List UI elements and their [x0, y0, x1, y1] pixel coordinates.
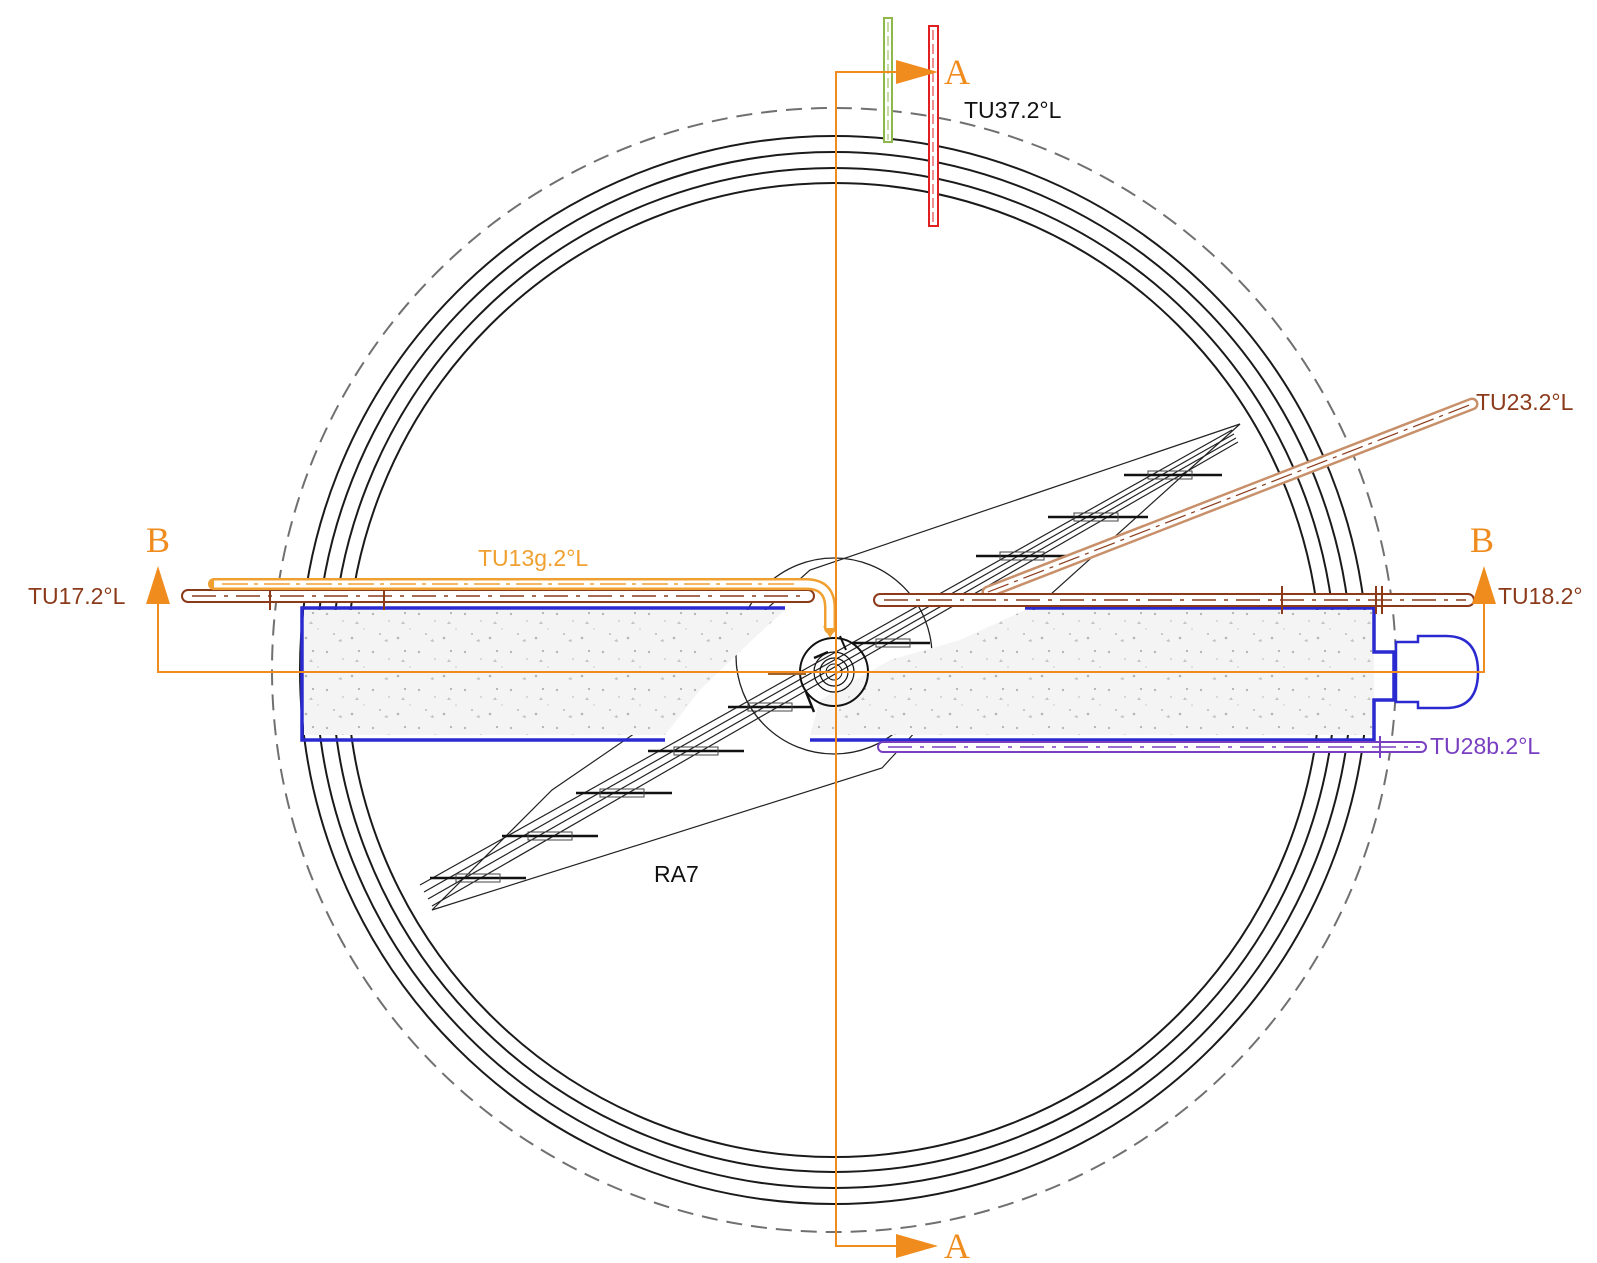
channel-outline-left	[300, 606, 785, 742]
label-tu28b: TU28b.2°L	[1430, 733, 1540, 759]
label-tu18: TU18.2°	[1498, 583, 1583, 609]
pipe-tu37	[883, 17, 939, 227]
channel-outline-right	[810, 606, 1396, 742]
section-a-bottom-label: A	[944, 1226, 970, 1263]
section-a-top-arrow	[896, 60, 938, 84]
section-a-line	[835, 71, 900, 1247]
label-tu37: TU37.2°L	[964, 97, 1062, 123]
walkway-crossbars	[430, 473, 1222, 880]
pipe-tu23	[981, 397, 1479, 599]
section-a-top-label: A	[944, 52, 970, 92]
pipe-tu13g	[208, 578, 837, 638]
section-b-line	[157, 598, 1485, 673]
pipe-tu28b	[877, 736, 1427, 758]
section-b-left-arrow	[146, 566, 170, 604]
section-b-right-arrow	[1472, 566, 1496, 604]
section-arrows	[146, 60, 1496, 1258]
label-tu23: TU23.2°L	[1476, 389, 1574, 415]
pipe-tu18	[873, 586, 1475, 614]
section-a-bottom-arrow	[896, 1234, 938, 1258]
label-tu17: TU17.2°L	[28, 583, 126, 609]
section-lines	[157, 71, 1485, 1247]
section-b-left-label: B	[146, 520, 170, 560]
section-b-right-label: B	[1470, 520, 1494, 560]
channel-basin	[300, 606, 1480, 742]
label-tu13g: TU13g.2°L	[478, 545, 588, 571]
label-ra7: RA7	[654, 861, 699, 887]
walkway-crossbar-plates	[455, 470, 1193, 883]
